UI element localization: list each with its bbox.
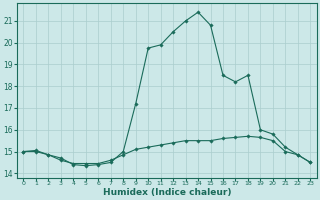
X-axis label: Humidex (Indice chaleur): Humidex (Indice chaleur) — [103, 188, 231, 197]
